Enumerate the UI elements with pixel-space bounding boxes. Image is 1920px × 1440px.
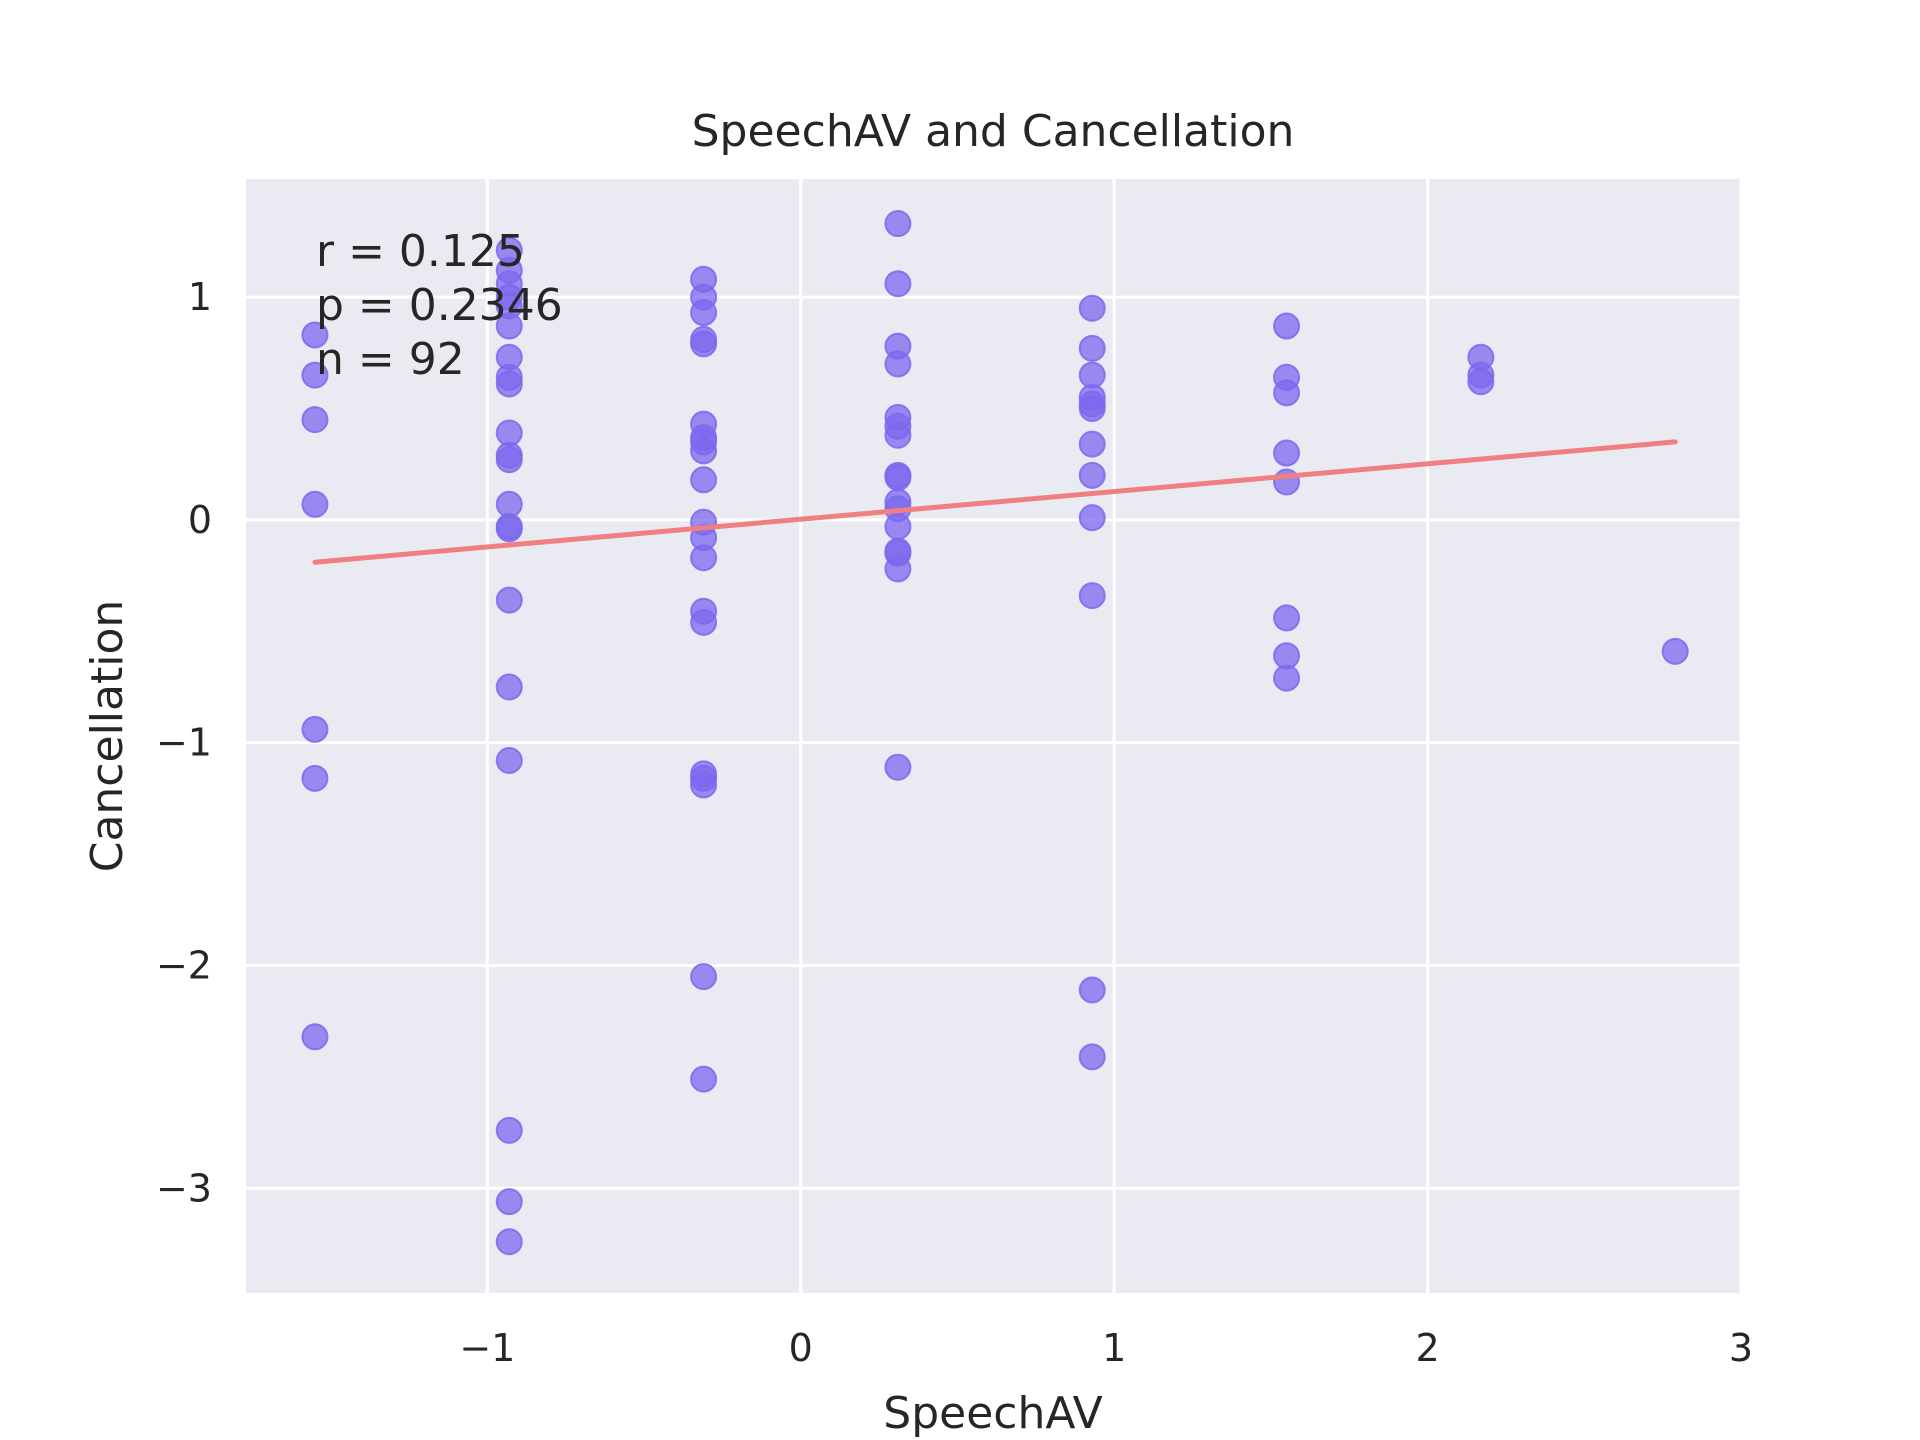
data-point: [495, 1116, 523, 1144]
x-tick-label: 0: [789, 1326, 813, 1370]
data-point: [1078, 461, 1106, 489]
data-point: [495, 515, 523, 543]
data-point: [1078, 430, 1106, 458]
data-point: [495, 586, 523, 614]
x-tick-label: −1: [459, 1326, 515, 1370]
data-point: [1273, 379, 1301, 407]
y-axis-label: Cancellation: [82, 600, 133, 873]
data-point: [1467, 368, 1495, 396]
x-tick-label: 1: [1102, 1326, 1126, 1370]
data-point: [1078, 504, 1106, 532]
data-point: [1078, 294, 1106, 322]
data-point: [1661, 637, 1689, 665]
data-point: [301, 764, 329, 792]
data-point: [1273, 439, 1301, 467]
regression-line: [312, 439, 1678, 565]
data-point: [495, 312, 523, 340]
x-tick-labels: −1 0 1 2 3: [459, 1326, 1753, 1370]
data-point: [884, 421, 912, 449]
data-point: [301, 361, 329, 389]
data-point: [884, 555, 912, 583]
data-point: [1273, 604, 1301, 632]
chart-title: SpeechAV and Cancellation: [692, 106, 1295, 157]
x-axis-label: SpeechAV: [883, 1388, 1102, 1439]
data-point: [690, 437, 718, 465]
data-point: [495, 446, 523, 474]
y-tick-label: −2: [156, 943, 212, 987]
data-points: [301, 210, 1689, 1256]
data-point: [1078, 582, 1106, 610]
data-point: [884, 210, 912, 238]
data-point: [301, 321, 329, 349]
data-point: [1078, 1043, 1106, 1071]
data-point: [884, 270, 912, 298]
data-point: [884, 350, 912, 378]
data-point: [495, 673, 523, 701]
y-tick-label: 0: [188, 498, 212, 542]
data-point: [690, 544, 718, 572]
data-point: [495, 1188, 523, 1216]
data-point: [301, 490, 329, 518]
grid: [246, 179, 1743, 1293]
x-tick-label: 2: [1415, 1326, 1439, 1370]
data-point: [690, 771, 718, 799]
data-point: [495, 490, 523, 518]
data-point: [495, 370, 523, 398]
plot-area: [246, 179, 1741, 1293]
annotation-n: n = 92: [316, 334, 465, 385]
data-point: [1273, 664, 1301, 692]
y-tick-label: −3: [156, 1166, 212, 1210]
data-point: [690, 466, 718, 494]
data-point: [884, 513, 912, 541]
data-point: [301, 1023, 329, 1051]
data-point: [1273, 642, 1301, 670]
y-tick-labels: −3 −2 −1 0 1: [156, 275, 212, 1210]
data-point: [495, 419, 523, 447]
data-point: [1273, 312, 1301, 340]
annotation-p: p = 0.2346: [316, 280, 563, 331]
data-point: [301, 406, 329, 434]
data-point: [690, 1065, 718, 1093]
x-tick-label: 3: [1729, 1326, 1753, 1370]
data-point: [1078, 394, 1106, 422]
data-point: [884, 753, 912, 781]
data-point: [884, 464, 912, 492]
data-point: [690, 963, 718, 991]
data-point: [301, 715, 329, 743]
data-point: [690, 330, 718, 358]
data-point: [495, 1228, 523, 1256]
data-point: [690, 299, 718, 327]
data-point: [1078, 334, 1106, 362]
y-tick-label: −1: [156, 721, 212, 765]
data-point: [1078, 361, 1106, 389]
annotation-r: r = 0.125: [316, 226, 525, 277]
y-tick-label: 1: [188, 275, 212, 319]
data-point: [495, 747, 523, 775]
data-point: [1078, 976, 1106, 1004]
data-point: [690, 608, 718, 636]
